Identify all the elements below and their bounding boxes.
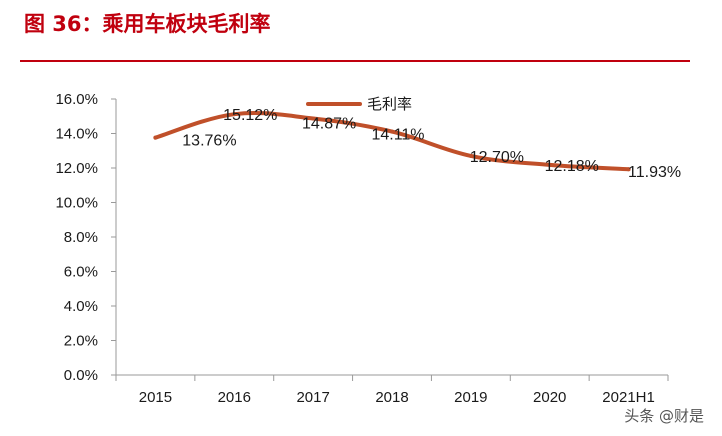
title-divider (20, 60, 690, 62)
y-tick-label: 14.0% (55, 126, 98, 143)
y-tick-label: 4.0% (64, 298, 98, 315)
y-tick-label: 0.0% (64, 367, 98, 384)
x-tick-label: 2017 (296, 389, 329, 406)
x-tick-label: 2018 (375, 389, 408, 406)
y-tick-label: 6.0% (64, 264, 98, 281)
source-watermark: 头条 @财是 (624, 407, 704, 425)
x-tick-label: 2021H1 (602, 389, 655, 406)
data-point (468, 153, 473, 158)
data-label: 13.76% (182, 133, 236, 150)
x-tick-label: 2019 (454, 389, 487, 406)
x-tick-label: 2015 (139, 389, 172, 406)
data-point (547, 162, 552, 167)
data-label: 14.11% (371, 127, 424, 144)
data-point (626, 167, 631, 172)
y-tick-label: 10.0% (55, 195, 98, 212)
data-label: 12.70% (470, 149, 524, 166)
y-tick-label: 12.0% (55, 160, 98, 177)
y-tick-label: 16.0% (55, 91, 98, 108)
data-label: 15.12% (223, 107, 277, 124)
data-point (153, 135, 158, 140)
data-label: 14.87% (302, 115, 356, 132)
x-tick-label: 2016 (218, 389, 251, 406)
figure-title: 图 36：乘用车板块毛利率 (24, 12, 271, 36)
y-tick-label: 8.0% (64, 229, 98, 246)
data-label: 11.93% (628, 164, 681, 181)
data-point (390, 129, 394, 134)
data-label: 12.18% (545, 158, 599, 175)
y-tick-label: 2.0% (64, 333, 98, 350)
data-point (311, 116, 316, 121)
legend-label: 毛利率 (367, 96, 412, 113)
x-tick-label: 2020 (533, 389, 566, 406)
data-point (232, 112, 237, 117)
